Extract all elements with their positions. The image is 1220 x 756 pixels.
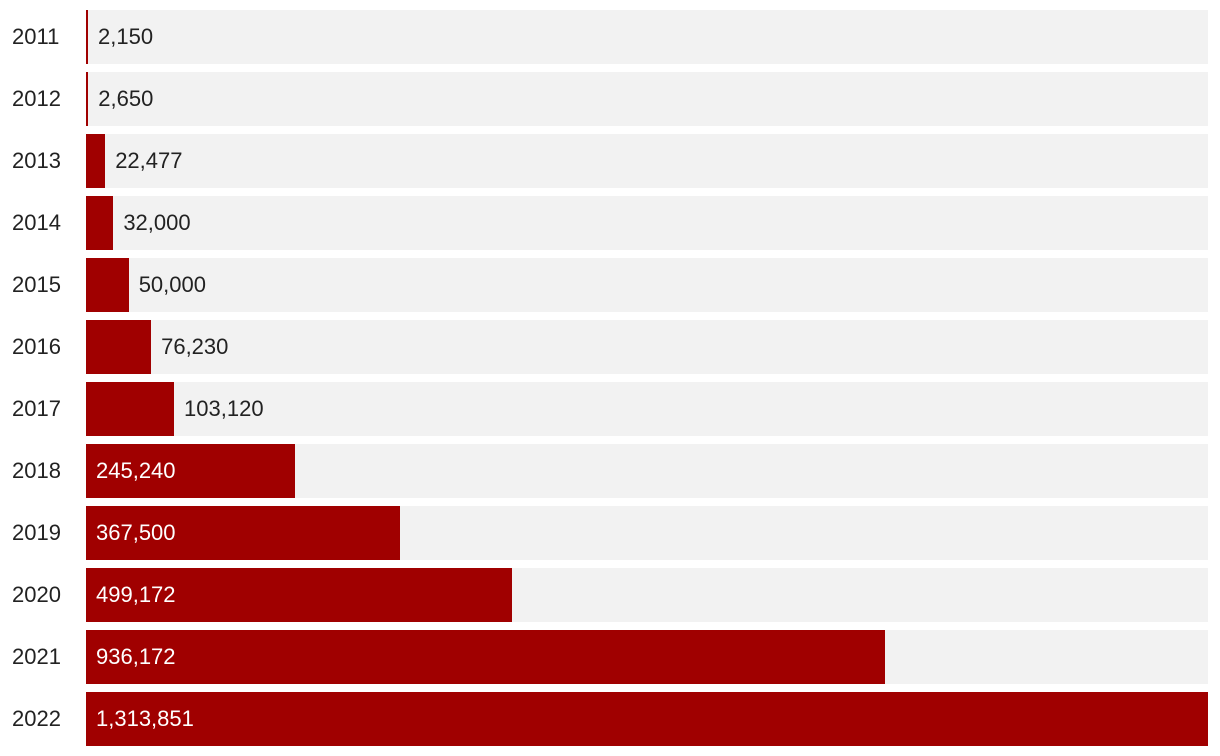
category-label: 2011: [12, 24, 60, 49]
bar-row-2014: 2014 32,000: [0, 196, 1220, 250]
bar: [86, 320, 152, 374]
bar-row-2019: 2019 367,500: [0, 506, 1220, 560]
category-label: 2014: [12, 210, 61, 235]
value-label: 367,500: [96, 520, 176, 545]
bar: [86, 506, 400, 560]
bar: [86, 692, 1208, 746]
category-label: 2020: [12, 582, 61, 607]
category-label: 2019: [12, 520, 61, 545]
bar: [86, 258, 129, 312]
value-label: 76,230: [161, 334, 229, 359]
bar-row-2012: 2012 2,650: [0, 72, 1220, 126]
value-label: 2,650: [98, 86, 154, 111]
bar: [86, 10, 88, 64]
category-label: 2016: [12, 334, 61, 359]
bar-track: [86, 10, 1208, 64]
bar-row-2021: 2021 936,172: [0, 630, 1220, 684]
value-label: 50,000: [138, 272, 206, 297]
category-label: 2015: [12, 272, 61, 297]
bar-track: [86, 258, 1208, 312]
category-label: 2013: [12, 148, 61, 173]
bar: [86, 630, 886, 684]
category-label: 2018: [12, 458, 61, 483]
bar: [86, 444, 296, 498]
bar-track: [86, 320, 1208, 374]
bar-track: [86, 196, 1208, 250]
value-label: 2,150: [98, 24, 154, 49]
bar-row-2011: 2011 2,150: [0, 10, 1220, 64]
value-label: 1,313,851: [96, 706, 194, 731]
value-label: 499,172: [96, 582, 176, 607]
value-label: 32,000: [123, 210, 191, 235]
category-label: 2012: [12, 86, 61, 111]
bar: [86, 196, 114, 250]
bar: [86, 72, 89, 126]
bar: [86, 134, 106, 188]
bar-track: [86, 134, 1208, 188]
value-label: 245,240: [96, 458, 176, 483]
bar-row-2018: 2018 245,240: [0, 444, 1220, 498]
category-label: 2021: [12, 644, 61, 669]
category-label: 2017: [12, 396, 61, 421]
bar-row-2016: 2016 76,230: [0, 320, 1220, 374]
bar-row-2022: 2022 1,313,851: [0, 692, 1220, 746]
bar-row-2020: 2020 499,172: [0, 568, 1220, 622]
bar-row-2017: 2017 103,120: [0, 382, 1220, 436]
bar: [86, 568, 513, 622]
value-label: 103,120: [184, 396, 264, 421]
value-label: 22,477: [115, 148, 183, 173]
bar-track: [86, 72, 1208, 126]
value-label: 936,172: [96, 644, 176, 669]
bar-row-2015: 2015 50,000: [0, 258, 1220, 312]
category-label: 2022: [12, 706, 61, 731]
bar-row-2013: 2013 22,477: [0, 134, 1220, 188]
bar: [86, 382, 175, 436]
bar-track: [86, 382, 1208, 436]
